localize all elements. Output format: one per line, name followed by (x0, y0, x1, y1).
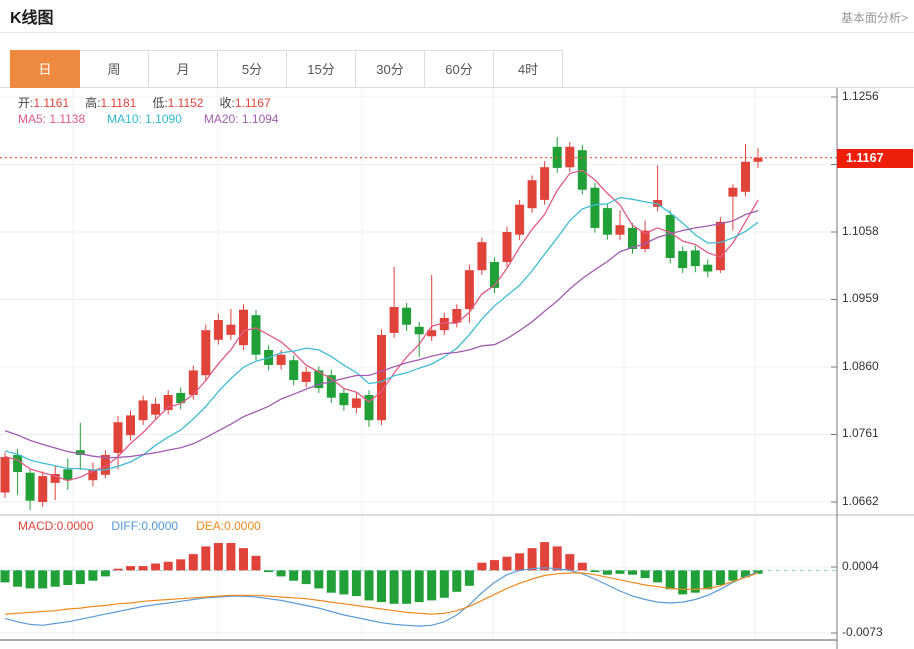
macd-axis-label: 0.0004 (842, 559, 879, 573)
low-value: 1.1152 (167, 96, 204, 110)
open-label: 开: (18, 96, 34, 110)
y-axis-label: 1.1058 (842, 224, 879, 238)
ma-legend: MA5: 1.1138 MA10: 1.1090 MA20: 1.1094 (18, 112, 301, 126)
ma10-legend: MA10: 1.1090 (107, 112, 182, 126)
period-tabs: 日 周 月 5分 15分 30分 60分 4时 (10, 50, 563, 88)
open-value: 1.1161 (33, 96, 70, 110)
macd-legend: MACD:0.0000 DIFF:0.0000 DEA:0.0000 (18, 519, 279, 533)
y-axis-label: 1.0959 (842, 291, 879, 305)
high-label: 高: (85, 96, 101, 110)
page-title: K线图 (10, 10, 54, 27)
tab-30min[interactable]: 30分 (355, 50, 425, 88)
high-value: 1.1181 (100, 96, 137, 110)
dea-value: DEA:0.0000 (196, 519, 261, 533)
low-label: 低: (152, 96, 168, 110)
ma5-legend: MA5: 1.1138 (18, 112, 86, 126)
tab-15min[interactable]: 15分 (286, 50, 356, 88)
tab-60min[interactable]: 60分 (424, 50, 494, 88)
macd-axis-label: -0.0073 (842, 625, 883, 639)
header-divider (0, 32, 914, 33)
current-price-tag: 1.1167 (837, 149, 913, 168)
close-label: 收: (219, 96, 235, 110)
tab-month[interactable]: 月 (148, 50, 218, 88)
y-axis-label: 1.1256 (842, 89, 879, 103)
tab-day[interactable]: 日 (10, 50, 80, 88)
close-value: 1.1167 (234, 96, 271, 110)
macd-value: MACD:0.0000 (18, 519, 94, 533)
y-axis-label: 1.0761 (842, 426, 879, 440)
y-axis-label: 1.0860 (842, 359, 879, 373)
fundamental-analysis-link[interactable]: 基本面分析> (840, 11, 908, 25)
diff-value: DIFF:0.0000 (111, 519, 179, 533)
ohlc-legend: 开:1.1161 高:1.1181 低:1.1152 收:1.1167 (18, 94, 287, 111)
y-axis-label: 1.0662 (842, 494, 879, 508)
tab-4hour[interactable]: 4时 (493, 50, 563, 88)
tab-5min[interactable]: 5分 (217, 50, 287, 88)
ma20-legend: MA20: 1.1094 (203, 112, 279, 126)
